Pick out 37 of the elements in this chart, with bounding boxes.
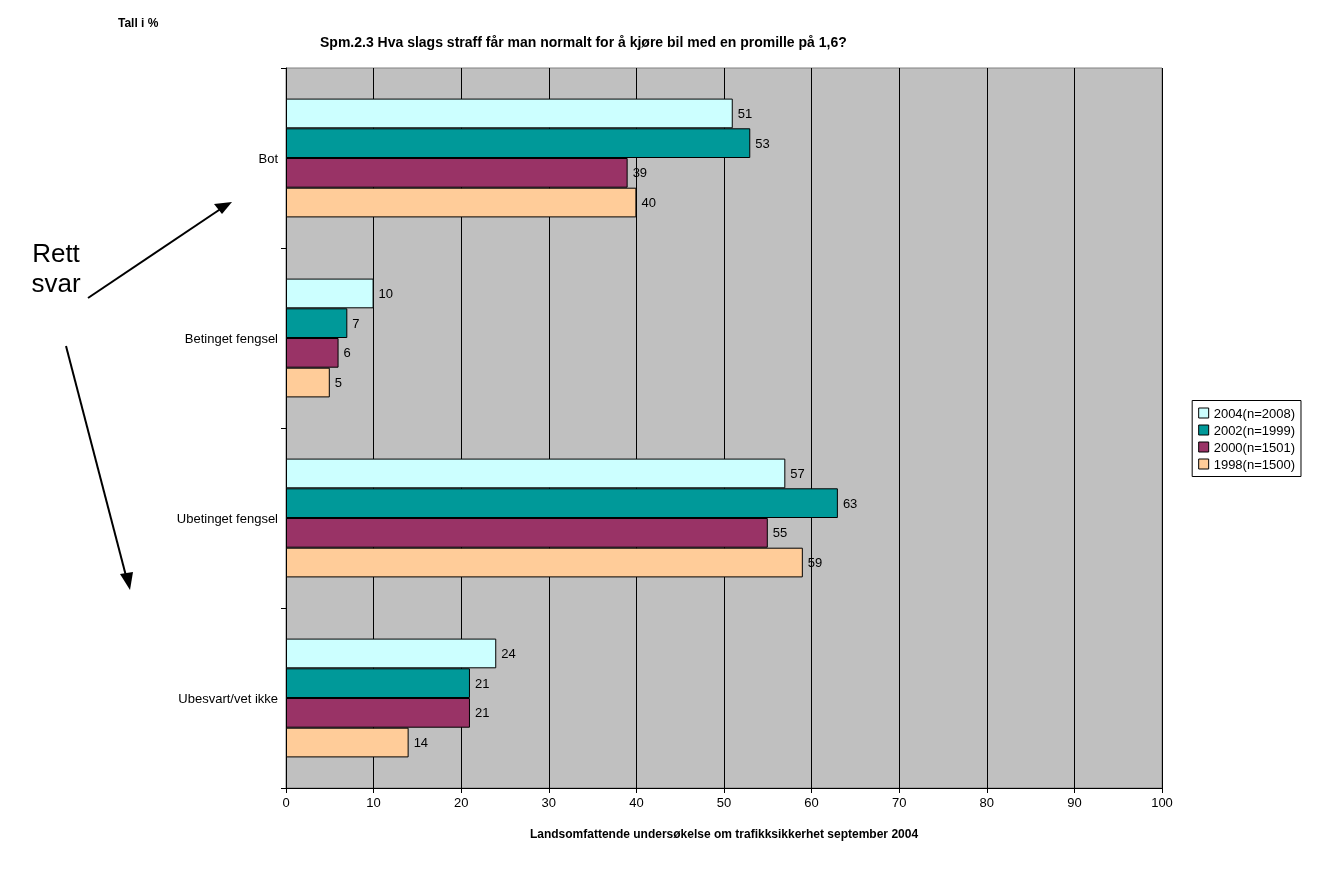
x-tick-label: 70 [891,795,907,810]
data-label: 6 [343,345,351,361]
y-tick-label: Ubetinget fengsel [176,510,279,526]
x-tick-label: 10 [366,795,381,810]
y-tick-label: Bot [258,150,279,166]
text: Rett svar [30,238,82,298]
data-label: 63 [842,495,858,511]
data-label: 53 [755,135,770,151]
x-tick-label: 0 [282,795,290,810]
data-label: 40 [641,195,656,211]
data-label: 14 [413,735,429,751]
data-label: 51 [737,105,753,121]
data-label: 21 [474,675,490,691]
legend-label: 2002(n=1999) [1213,422,1296,438]
text: Tall i % [118,16,159,30]
y-tick-label: Betinget fengsel [184,330,279,346]
x-tick-label: 50 [716,795,732,810]
data-label: 7 [352,315,360,331]
x-tick-label: 80 [979,795,995,810]
legend-label: 2000(n=1501) [1213,439,1296,455]
x-tick-label: 60 [804,795,819,810]
legend-label: 1998(n=1500) [1213,456,1296,472]
data-label: 24 [501,645,516,661]
legend-label: 2004(n=2008) [1213,405,1296,421]
data-label: 5 [334,375,343,391]
data-label: 21 [474,705,490,721]
data-label: 10 [378,285,394,301]
data-label: 57 [790,465,805,481]
data-label: 55 [772,525,788,541]
chart-title: Spm.2.3 Hva slags straff får man normalt for å kjøre bil med en promille på 1,6? [320,34,847,50]
x-tick-label: 40 [629,795,644,810]
x-tick-label: 20 [453,795,469,810]
x-tick-label: 100 [1151,795,1173,810]
x-tick-label: 90 [1067,795,1082,810]
y-tick-label: Ubesvart/vet ikke [178,690,278,706]
x-tick-label: 30 [541,795,557,810]
x-axis-title: Landsomfattende undersøkelse om trafikksikkerhet september 2004 [529,827,919,841]
